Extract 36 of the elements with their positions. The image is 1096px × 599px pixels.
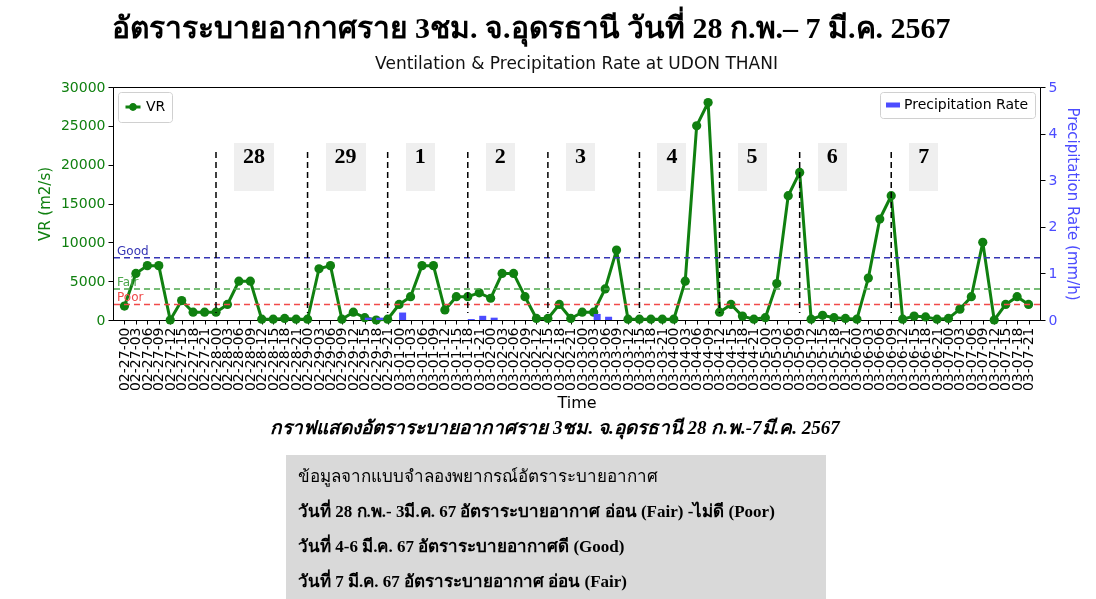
- y2-tick-label: 1: [1048, 264, 1058, 281]
- ref-line-label: 28: [234, 143, 274, 191]
- ref-line-label: Good: [117, 243, 149, 258]
- y-tick-label: 5000: [69, 272, 106, 289]
- text: กราฟแสดงอัตราระบายอากาศราย 3ชม. จ.อุดรธานี 28 ก.พ.-7มี.ค. 2567: [270, 416, 840, 442]
- text: วันที่ 28 ก.พ.- 3มี.ค. 67 อัตราระบายอากาศ อ่อน (Fair) -ไม่ดี (Poor): [298, 498, 776, 523]
- ref-line-label: 29: [325, 143, 366, 191]
- y2-tick-label: 0: [1048, 311, 1058, 328]
- y2-tick-label: 2: [1048, 218, 1058, 235]
- y2-tick-label: 5: [1048, 78, 1058, 95]
- y2-tick-label: 4: [1048, 125, 1058, 142]
- ref-line-label: 2: [485, 143, 515, 191]
- legend-label: Precipitation Rate: [904, 96, 1029, 112]
- y2-tick-label: 3: [1048, 171, 1058, 188]
- y-axis-title: VR (m2/s): [35, 166, 54, 242]
- text: วันที่ 4-6 มี.ค. 67 อัตราระบายอากาศดี (Good): [298, 533, 626, 558]
- ref-line-label: 1: [405, 143, 435, 191]
- ref-line-label: 5: [737, 143, 767, 191]
- legend-label: VR: [146, 98, 166, 114]
- text: วันที่ 7 มี.ค. 67 อัตราระบายอากาศ อ่อน (Fair): [298, 568, 628, 593]
- y-tick-label: 30000: [60, 78, 106, 95]
- y-tick-label: 0: [96, 311, 106, 328]
- y-tick-label: 10000: [60, 233, 106, 250]
- ref-line-label: 4: [657, 143, 687, 191]
- chart-subtitle: Ventilation & Precipitation Rate at UDON THANI: [375, 53, 778, 73]
- chart-title: อัตราระบายอากาศราย 3ชม. จ.อุดรธานี วันที่ 28 ก.พ.– 7 มี.ค. 2567: [110, 5, 952, 49]
- text: ข้อมูลจากแบบจำลองพยากรณ์อัตราระบายอากาศ: [298, 466, 659, 489]
- y-tick-label: 25000: [60, 117, 106, 134]
- y-tick-label: 15000: [60, 195, 106, 211]
- ref-line-label: 3: [565, 143, 595, 191]
- ref-line-label: 7: [909, 143, 939, 191]
- y-tick-label: 20000: [60, 156, 106, 173]
- x-tick-label: 03-07-21: [1020, 327, 1037, 392]
- y2-axis-title: Precipitation Rate (mm/h): [1064, 107, 1083, 301]
- x-axis-title: Time: [556, 393, 597, 413]
- ref-line-label: 6: [817, 143, 847, 191]
